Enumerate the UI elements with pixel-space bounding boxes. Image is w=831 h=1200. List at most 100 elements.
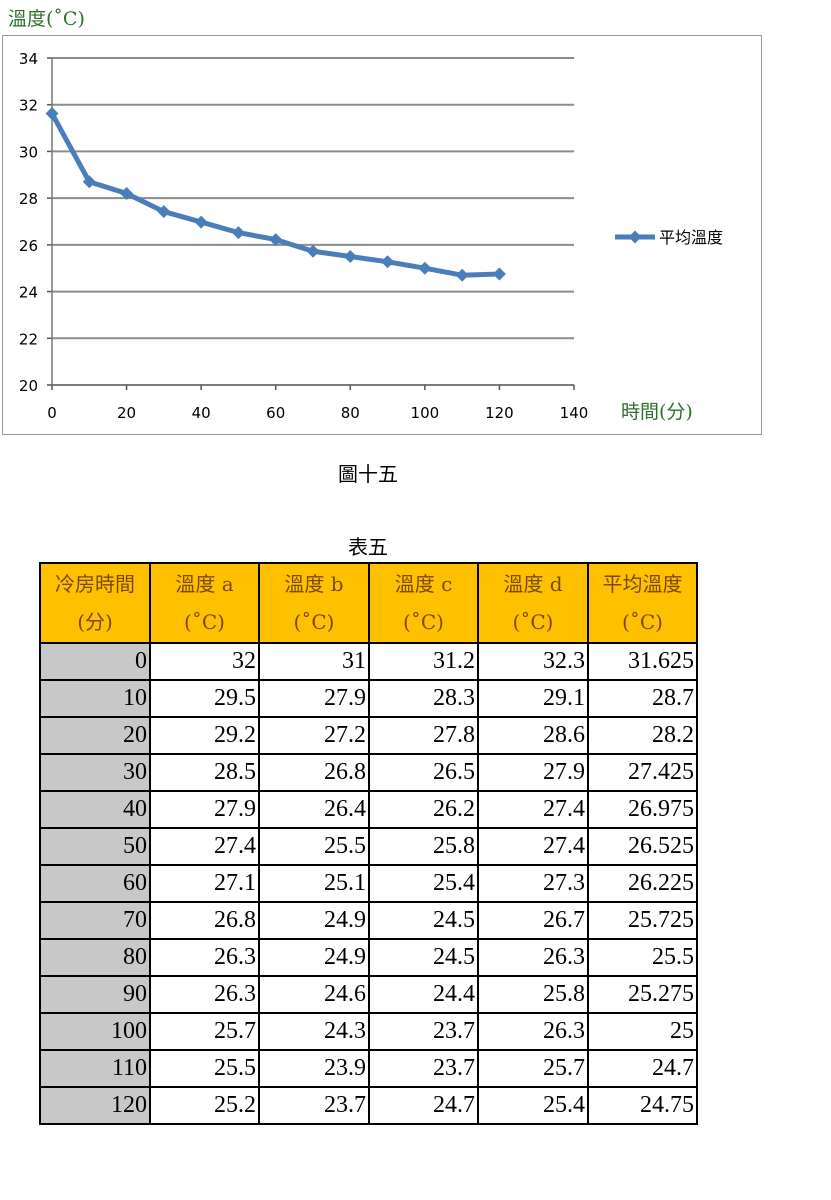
- y-tick-label: 32: [19, 97, 38, 115]
- x-tick-label: 80: [341, 404, 360, 422]
- legend-marker: [628, 230, 642, 244]
- table-cell-value: 23.7: [368, 1049, 479, 1088]
- table-cell-value: 25.2: [149, 1086, 260, 1125]
- table-row: 60 27.1 25.1 25.4 27.3 26.225: [39, 864, 698, 903]
- table-cell-value: 26.4: [258, 790, 370, 829]
- table-cell-value: 28.6: [477, 716, 589, 755]
- table-cell-time: 60: [39, 864, 151, 903]
- x-tick-label: 40: [192, 404, 211, 422]
- table-cell-time: 70: [39, 901, 151, 940]
- table-cell-value: 23.7: [368, 1012, 479, 1051]
- table-cell-value: 26.225: [587, 864, 698, 903]
- table-cell-value: 27.4: [477, 827, 589, 866]
- data-point: [194, 215, 208, 229]
- table-cell-value: 25.5: [149, 1049, 260, 1088]
- table-cell-value: 27.9: [477, 753, 589, 792]
- table-cell-value: 26.2: [368, 790, 479, 829]
- table-cell-value: 24.5: [368, 901, 479, 940]
- table-cell-value: 25.275: [587, 975, 698, 1014]
- table-cell-value: 25.8: [368, 827, 479, 866]
- chart-frame: 20 22 24 26 28 30 32 34 0 20 40 60 80 100 120 140 時間(分) 平…: [2, 35, 762, 435]
- table-cell-value: 28.2: [587, 716, 698, 755]
- table-cell-time: 90: [39, 975, 151, 1014]
- table-cell-value: 26.3: [149, 938, 260, 977]
- table-cell-value: 26.5: [368, 753, 479, 792]
- table-row: 90 26.3 24.6 24.4 25.8 25.275: [39, 975, 698, 1014]
- table-row: 40 27.9 26.4 26.2 27.4 26.975: [39, 790, 698, 829]
- table-cell-value: 26.3: [477, 938, 589, 977]
- table-row: 110 25.5 23.9 23.7 25.7 24.7: [39, 1049, 698, 1088]
- table-cell-value: 26.3: [149, 975, 260, 1014]
- table-cell-value: 25.5: [587, 938, 698, 977]
- x-tick-label: 140: [560, 404, 589, 422]
- data-table: 冷房時間 (分) 溫度 a (˚C) 溫度 b (˚C) 溫度 c (˚C) 溫度 d(…: [39, 562, 698, 1125]
- x-tick-label: 100: [411, 404, 440, 422]
- table-row: 70 26.8 24.9 24.5 26.7 25.725: [39, 901, 698, 940]
- table-cell-value: 26.525: [587, 827, 698, 866]
- table-cell-value: 25.7: [477, 1049, 589, 1088]
- table-cell-value: 24.9: [258, 901, 370, 940]
- table-cell-value: 27.425: [587, 753, 698, 792]
- table-cell-value: 31.625: [587, 642, 698, 681]
- table-cell-value: 27.3: [477, 864, 589, 903]
- y-tick-label: 22: [19, 330, 38, 348]
- table-row: 120 25.2 23.7 24.7 25.4 24.75: [39, 1086, 698, 1125]
- data-point: [269, 233, 283, 247]
- table-row: 80 26.3 24.9 24.5 26.3 25.5: [39, 938, 698, 977]
- table-cell-value: 26.7: [477, 901, 589, 940]
- table-cell-value: 24.7: [587, 1049, 698, 1088]
- table-row: 20 29.2 27.2 27.8 28.6 28.2: [39, 716, 698, 755]
- table-cell-time: 40: [39, 790, 151, 829]
- data-point: [418, 261, 432, 275]
- table-cell-value: 25: [587, 1012, 698, 1051]
- data-point: [82, 175, 96, 189]
- table-cell-value: 24.75: [587, 1086, 698, 1125]
- header-avg-temp: 平均溫度 (˚C): [587, 562, 698, 644]
- legend-label: 平均溫度: [659, 228, 723, 247]
- table-cell-value: 24.9: [258, 938, 370, 977]
- x-tick-label: 60: [266, 404, 285, 422]
- data-point: [381, 255, 395, 269]
- x-tick-label: 120: [485, 404, 514, 422]
- x-tick-label: 20: [117, 404, 136, 422]
- table-cell-value: 23.7: [258, 1086, 370, 1125]
- y-tick-label: 24: [19, 284, 38, 302]
- table-body: 0 32 31 31.2 32.3 31.625 10 29.5 27.9 28.3 29.1 28.…: [39, 642, 698, 1125]
- table-cell-value: 25.5: [258, 827, 370, 866]
- series-line-avg-temp: [49, 110, 502, 278]
- header-temp-c: 溫度 c (˚C): [368, 562, 479, 644]
- table-cell-value: 26.3: [477, 1012, 589, 1051]
- data-point: [45, 106, 59, 120]
- table-cell-value: 26.8: [149, 901, 260, 940]
- table-cell-value: 27.2: [258, 716, 370, 755]
- table-cell-time: 80: [39, 938, 151, 977]
- table-header-row: 冷房時間 (分) 溫度 a (˚C) 溫度 b (˚C) 溫度 c (˚C) 溫度 d(…: [39, 562, 698, 644]
- table-cell-time: 120: [39, 1086, 151, 1125]
- table-cell-value: 26.975: [587, 790, 698, 829]
- table-cell-value: 27.4: [149, 827, 260, 866]
- table-cell-time: 100: [39, 1012, 151, 1051]
- table-cell-time: 10: [39, 679, 151, 718]
- table-cell-value: 24.4: [368, 975, 479, 1014]
- y-tick-label: 34: [19, 50, 38, 68]
- table-cell-value: 27.8: [368, 716, 479, 755]
- table-cell-value: 28.5: [149, 753, 260, 792]
- table-cell-value: 27.1: [149, 864, 260, 903]
- table-cell-value: 25.8: [477, 975, 589, 1014]
- table-cell-time: 50: [39, 827, 151, 866]
- table-cell-value: 27.9: [149, 790, 260, 829]
- table-cell-value: 29.2: [149, 716, 260, 755]
- table-cell-value: 23.9: [258, 1049, 370, 1088]
- table-cell-value: 31.2: [368, 642, 479, 681]
- table-cell-value: 24.7: [368, 1086, 479, 1125]
- table-cell-value: 29.1: [477, 679, 589, 718]
- data-point: [492, 267, 506, 281]
- table-cell-value: 27.9: [258, 679, 370, 718]
- table-cell-value: 25.725: [587, 901, 698, 940]
- table-cell-value: 25.4: [477, 1086, 589, 1125]
- header-temp-d: 溫度 d (˚C): [477, 562, 589, 644]
- data-point: [343, 250, 357, 264]
- data-point: [306, 244, 320, 258]
- data-point: [455, 268, 469, 282]
- table-row: 50 27.4 25.5 25.8 27.4 26.525: [39, 827, 698, 866]
